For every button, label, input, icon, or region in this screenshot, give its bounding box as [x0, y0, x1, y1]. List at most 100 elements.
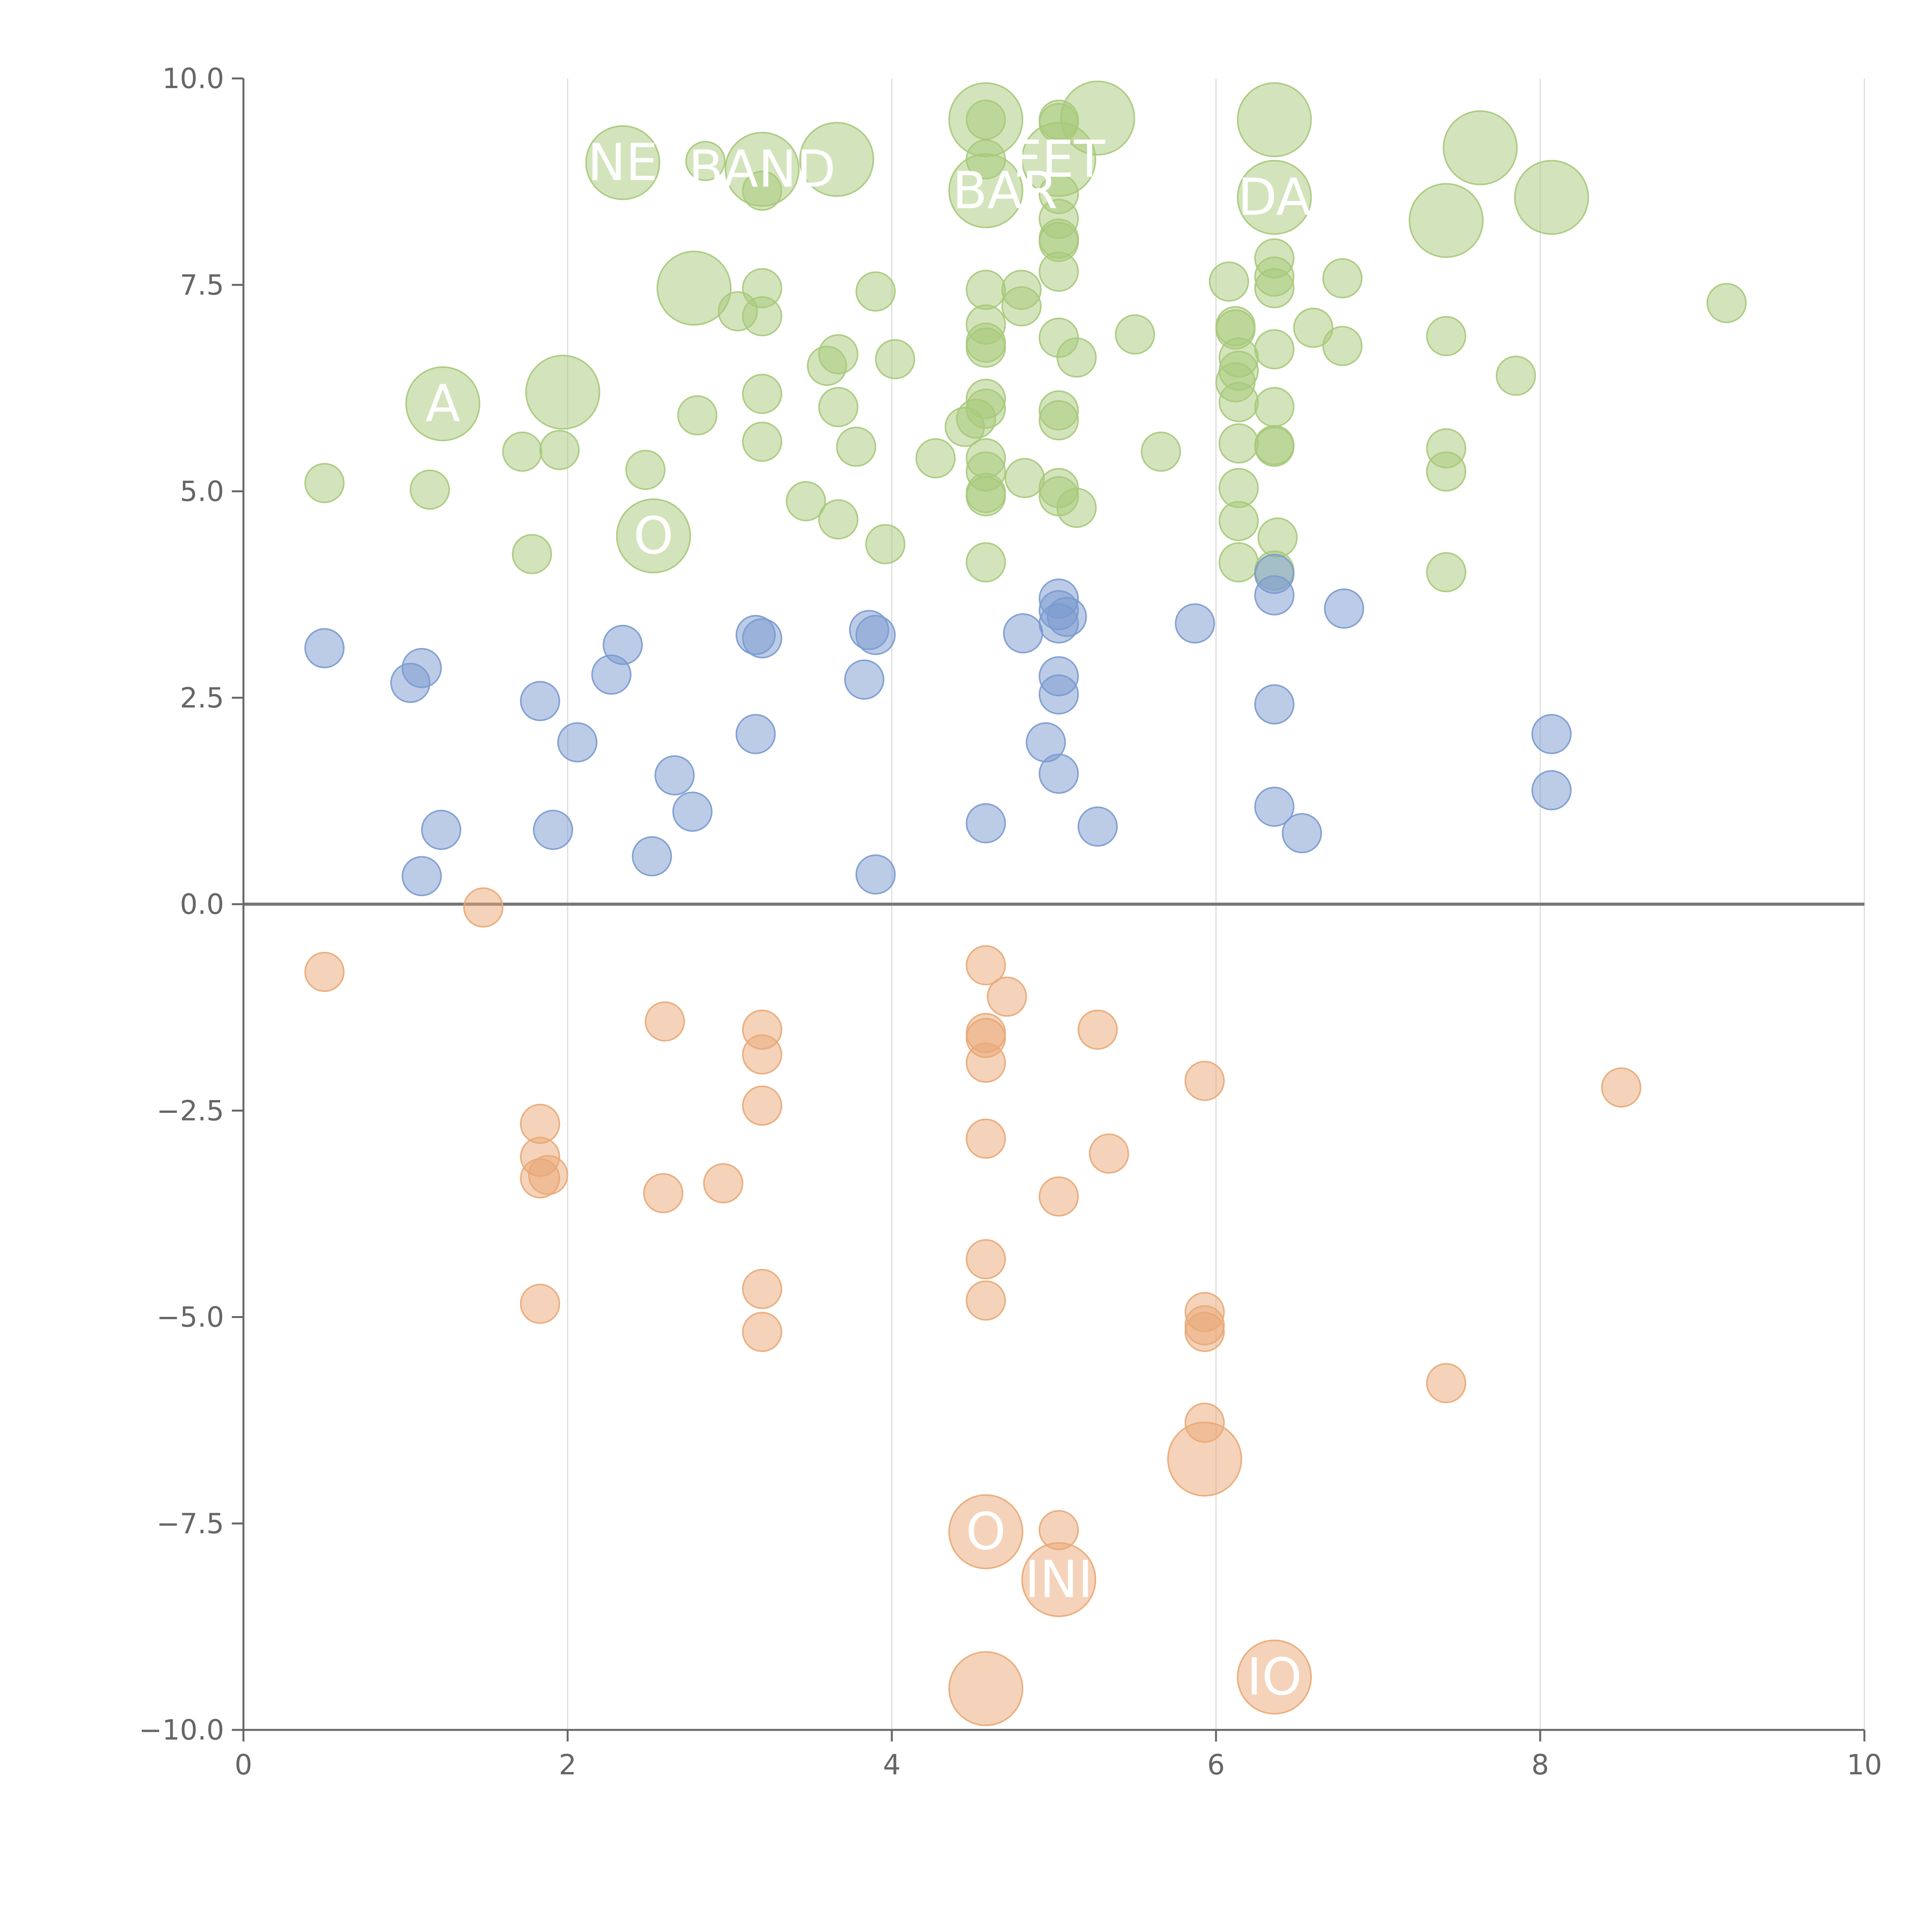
tick-labels: −10.0 −7.5 −5.0 −2.5 0.0 2.5 5.0 7.5 10.0 0 2 4 6 8 10	[139, 62, 1882, 1781]
bubble	[855, 615, 896, 655]
bubble	[855, 854, 896, 895]
bubble	[742, 1034, 782, 1075]
y-tick-label: −7.5	[156, 1507, 224, 1540]
large-bubble	[1442, 110, 1518, 185]
large-bubble	[585, 125, 660, 200]
bubble	[865, 524, 906, 565]
x-tick-label: 10	[1847, 1748, 1882, 1781]
x-tick-label: 0	[235, 1748, 252, 1781]
bubble	[1531, 714, 1572, 754]
y-tick-label: 10.0	[162, 62, 224, 95]
bubble	[520, 681, 560, 721]
bubble	[1141, 431, 1181, 472]
bubble	[1039, 753, 1079, 794]
bubble	[786, 481, 826, 522]
bubble	[742, 618, 782, 658]
bubble	[966, 1043, 1006, 1083]
bubble	[844, 659, 884, 700]
bubble	[742, 1085, 782, 1126]
bubble	[512, 534, 552, 574]
bubble	[1039, 1176, 1079, 1217]
large-bubble	[948, 1651, 1024, 1726]
large-bubble	[799, 122, 874, 197]
bubble	[1254, 427, 1295, 467]
bubble-label: BAND	[689, 139, 836, 199]
bubble	[643, 1173, 684, 1213]
large-bubble	[1408, 183, 1484, 258]
bubble	[1601, 1067, 1641, 1108]
bubble	[401, 648, 442, 688]
bubble	[557, 722, 598, 763]
bubble	[1531, 770, 1572, 811]
bubble	[654, 755, 695, 796]
bubble-label: INI	[1025, 1550, 1093, 1609]
bubble-label: O	[633, 506, 673, 566]
bubble	[986, 976, 1027, 1017]
bubble	[1115, 314, 1155, 355]
large-bubble	[1237, 160, 1312, 235]
y-tick-label: 5.0	[180, 475, 224, 508]
bubble	[966, 327, 1006, 368]
bubble	[1218, 423, 1259, 464]
large-bubble	[1021, 1542, 1097, 1617]
bubble	[304, 628, 345, 668]
bubble	[742, 1269, 782, 1309]
large-bubble	[1167, 1422, 1242, 1497]
bubble	[677, 395, 718, 435]
bubble	[1184, 1311, 1225, 1352]
bubble	[818, 334, 859, 374]
bubble	[625, 449, 666, 490]
x-tick-label: 8	[1531, 1748, 1549, 1781]
bubble	[1047, 597, 1087, 637]
bubble	[855, 271, 896, 312]
bubble	[672, 791, 713, 832]
bubble	[742, 1311, 782, 1352]
bubbles	[304, 80, 1747, 1726]
bubble	[1218, 542, 1259, 583]
bubble	[1039, 674, 1079, 715]
bubble	[735, 714, 776, 754]
bubble	[533, 810, 573, 850]
bubble	[1175, 603, 1215, 644]
bubble	[1254, 684, 1295, 724]
bubble	[463, 887, 503, 928]
bubble	[1001, 286, 1042, 327]
y-tick-label: −5.0	[156, 1301, 224, 1333]
bubble	[401, 856, 442, 896]
x-tick-label: 2	[559, 1748, 577, 1781]
bubble	[1293, 308, 1333, 348]
bubble	[1003, 613, 1043, 654]
large-bubble	[948, 153, 1024, 228]
bubble	[304, 952, 345, 992]
y-tick-label: 0.0	[180, 888, 224, 920]
bubble-label: NE	[588, 133, 658, 192]
bubble	[1426, 1363, 1466, 1403]
y-tick-label: 7.5	[180, 269, 224, 301]
large-bubble	[1060, 80, 1135, 156]
x-tick-label: 4	[883, 1748, 901, 1781]
bubble	[539, 430, 580, 470]
bubble	[966, 945, 1006, 986]
bubble	[742, 374, 782, 414]
bubble	[1089, 1133, 1129, 1174]
bubble	[1218, 382, 1259, 422]
bubble	[502, 431, 543, 472]
bubble-label: A	[425, 374, 460, 434]
bubble	[966, 542, 1006, 583]
bubble	[818, 499, 859, 540]
bubble-label: HBAR	[914, 161, 1058, 221]
bubble	[1077, 1009, 1118, 1050]
bubble	[520, 1284, 560, 1324]
y-tick-label: 2.5	[180, 682, 224, 714]
bubble	[1077, 806, 1118, 847]
large-bubble	[948, 1494, 1024, 1570]
bubble	[602, 624, 643, 665]
large-bubble	[405, 366, 480, 441]
large-bubble	[1237, 82, 1312, 157]
large-bubble	[1237, 1639, 1312, 1715]
bubble	[966, 270, 1006, 310]
bubble	[966, 1239, 1006, 1279]
bubble	[421, 810, 461, 850]
